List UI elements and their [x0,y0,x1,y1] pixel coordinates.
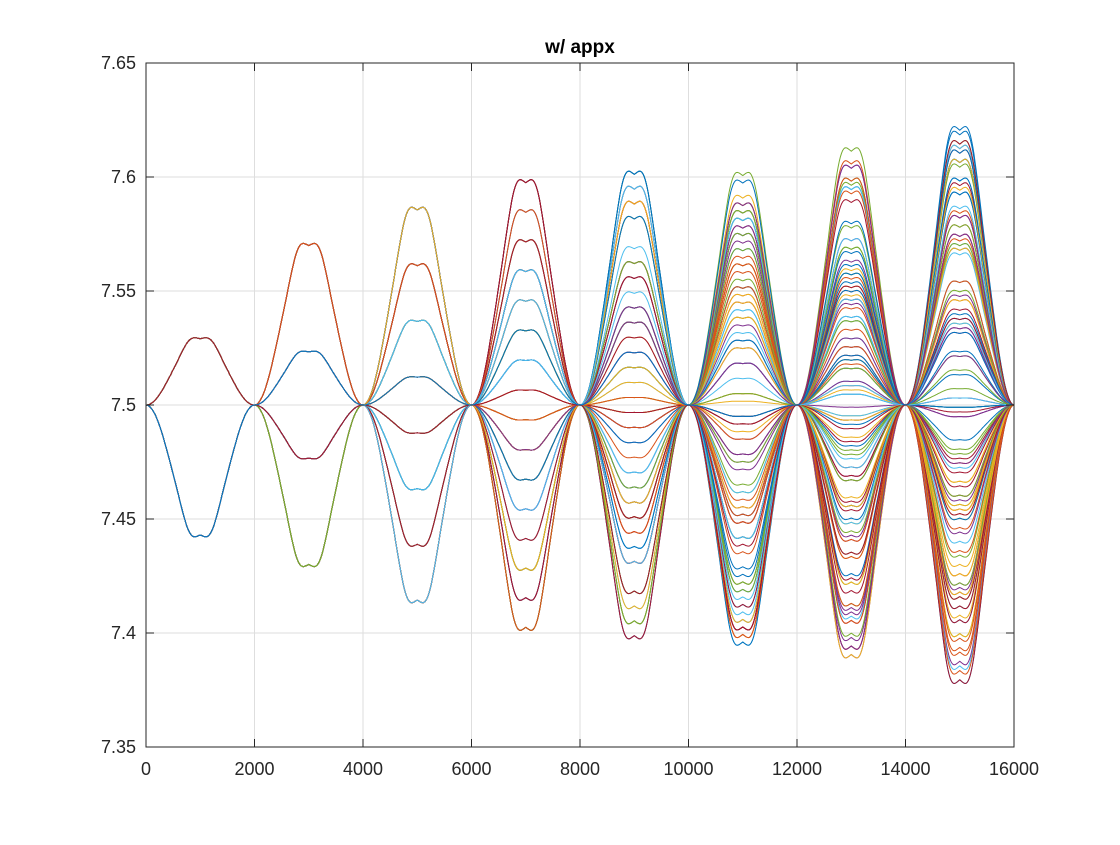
x-tick-label: 6000 [451,759,491,779]
y-tick-label: 7.35 [101,737,136,757]
series-group [145,125,1015,685]
x-tick-label: 16000 [989,759,1039,779]
x-tick-label: 4000 [343,759,383,779]
chart-title: w/ appx [544,37,615,58]
y-tick-label: 7.4 [111,623,136,643]
y-tick-label: 7.5 [111,395,136,415]
y-tick-label: 7.65 [101,53,136,73]
x-tick-label: 12000 [772,759,822,779]
series-line [145,289,1015,538]
tick-labels: 0 2000 4000 6000 8000 10000 12000 14000 16000 7.3… [101,53,1039,779]
y-tick-label: 7.55 [101,281,136,301]
x-tick-label: 2000 [234,759,274,779]
ticks [145,62,1015,748]
x-tick-label: 8000 [560,759,600,779]
x-tick-label: 10000 [663,759,713,779]
x-tick-label: 14000 [880,759,930,779]
y-tick-label: 7.6 [111,167,136,187]
y-tick-label: 7.45 [101,509,136,529]
x-tick-label: 0 [141,759,151,779]
